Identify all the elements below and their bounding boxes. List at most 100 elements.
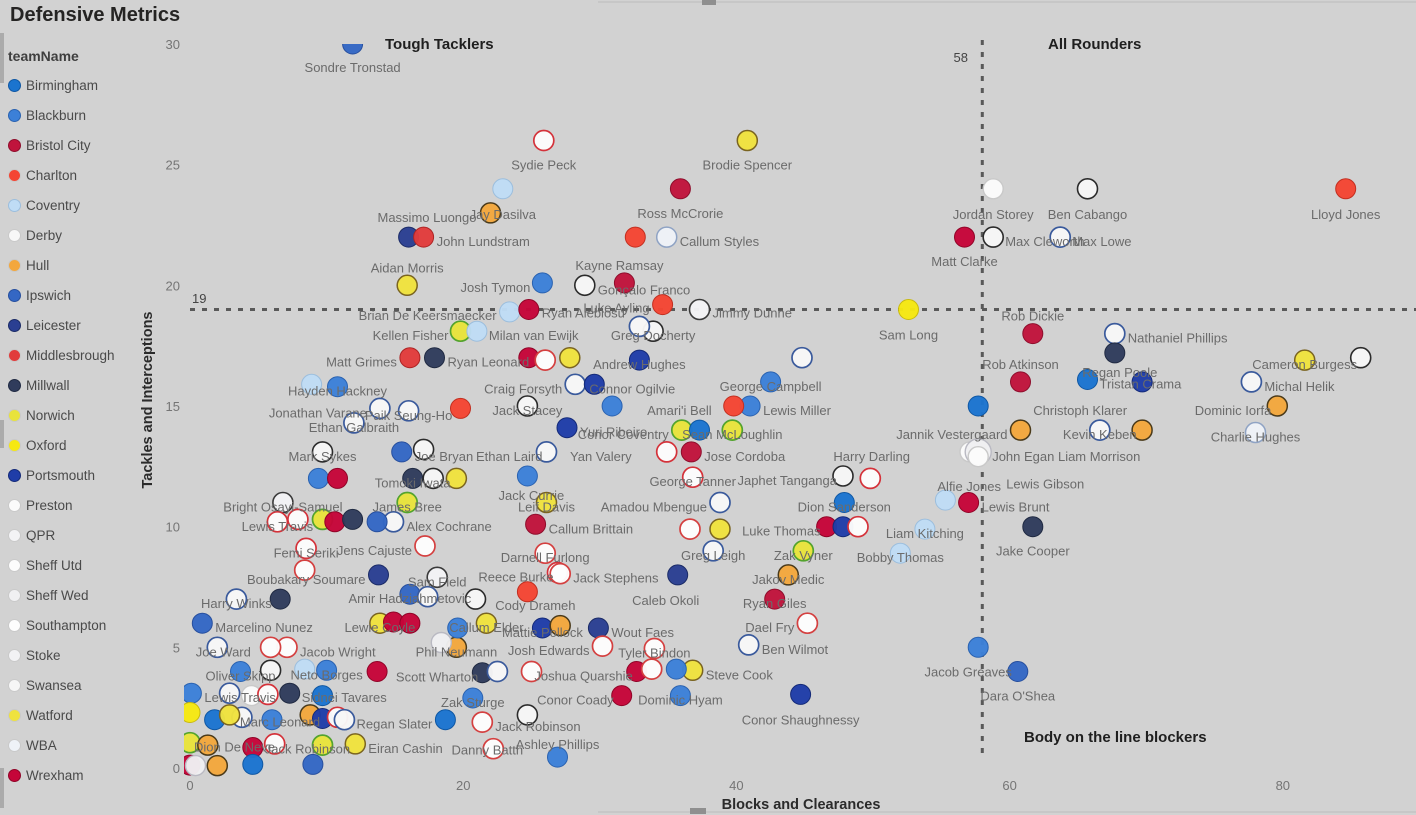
- scatter-point[interactable]: [301, 373, 323, 395]
- scatter-point[interactable]: [790, 683, 812, 705]
- legend-item-sto[interactable]: Stoke: [8, 640, 168, 670]
- bottom-scrollbar-handle[interactable]: [690, 808, 706, 814]
- scatter-point[interactable]: [628, 349, 650, 371]
- scatter-point[interactable]: [611, 685, 633, 707]
- legend-item-wba[interactable]: WBA: [8, 730, 168, 760]
- legend-item-wat[interactable]: Watford: [8, 700, 168, 730]
- scatter-point[interactable]: [218, 704, 241, 726]
- scatter-point[interactable]: [764, 588, 786, 610]
- scatter-point[interactable]: [1335, 178, 1357, 200]
- scatter-point[interactable]: [914, 518, 936, 540]
- scatter-point[interactable]: [263, 733, 286, 755]
- scatter-point[interactable]: [287, 508, 309, 531]
- scatter-point[interactable]: [760, 371, 782, 393]
- legend-item-hul[interactable]: Hull: [8, 250, 168, 280]
- scatter-point[interactable]: [518, 299, 540, 320]
- scatter-point[interactable]: [628, 315, 651, 338]
- legend-item-shu[interactable]: Sheff Utd: [8, 550, 168, 580]
- scatter-point[interactable]: [591, 635, 614, 657]
- legend-item-pre[interactable]: Preston: [8, 490, 168, 520]
- scatter-point[interactable]: [982, 226, 1005, 248]
- legend-item-oxf[interactable]: Oxford: [8, 430, 168, 460]
- scatter-point[interactable]: [1022, 516, 1044, 538]
- scatter-point[interactable]: [583, 373, 605, 395]
- scatter-point[interactable]: [669, 685, 691, 707]
- scatter-point[interactable]: [777, 564, 800, 586]
- scatter-point[interactable]: [721, 419, 744, 441]
- scatter-point[interactable]: [982, 178, 1004, 200]
- scatter-point[interactable]: [197, 734, 219, 756]
- scatter-point[interactable]: [396, 491, 419, 514]
- scatter-point[interactable]: [424, 347, 445, 369]
- scatter-point[interactable]: [1103, 322, 1126, 345]
- scatter-point[interactable]: [1049, 226, 1072, 248]
- scatter-point[interactable]: [293, 559, 316, 581]
- scatter-point[interactable]: [516, 581, 538, 603]
- scatter-point[interactable]: [669, 178, 691, 200]
- scatter-point[interactable]: [516, 465, 538, 487]
- scatter-point[interactable]: [369, 397, 391, 420]
- scatter-point[interactable]: [447, 617, 469, 639]
- scatter-point[interactable]: [564, 373, 587, 396]
- scatter-point[interactable]: [462, 687, 484, 709]
- scatter-point[interactable]: [531, 272, 553, 294]
- scatter-point[interactable]: [689, 419, 710, 441]
- scatter-point[interactable]: [279, 682, 301, 704]
- scatter-point[interactable]: [482, 737, 505, 760]
- scatter-point[interactable]: [624, 226, 646, 248]
- scatter-point[interactable]: [1088, 419, 1111, 441]
- legend-item-bri[interactable]: Bristol City: [8, 130, 168, 160]
- scatter-point[interactable]: [1009, 419, 1032, 441]
- scatter-point[interactable]: [1076, 178, 1099, 200]
- scatter-point[interactable]: [366, 661, 388, 682]
- scatter-point[interactable]: [416, 585, 439, 608]
- scatter-point[interactable]: [859, 467, 882, 490]
- scatter-point[interactable]: [1077, 369, 1098, 390]
- scatter-point[interactable]: [736, 129, 759, 152]
- scatter-point[interactable]: [327, 376, 348, 398]
- scatter-point[interactable]: [259, 636, 282, 659]
- scatter-point[interactable]: [1131, 371, 1153, 393]
- scatter-point[interactable]: [1349, 346, 1372, 369]
- scatter-point[interactable]: [702, 539, 725, 562]
- scatter-point[interactable]: [344, 733, 367, 755]
- scatter-point[interactable]: [556, 417, 578, 439]
- scatter-point[interactable]: [225, 588, 248, 610]
- scatter-point[interactable]: [655, 226, 678, 248]
- scatter-point[interactable]: [737, 634, 760, 656]
- scatter-point[interactable]: [833, 492, 855, 513]
- scatter-point[interactable]: [532, 129, 555, 152]
- scatter-point[interactable]: [464, 588, 487, 610]
- legend-scrollbar-mid[interactable]: [0, 420, 4, 448]
- scatter-point[interactable]: [307, 467, 329, 489]
- scatter-point[interactable]: [191, 612, 213, 634]
- scatter-point[interactable]: [259, 659, 282, 682]
- scatter-point[interactable]: [295, 537, 317, 560]
- legend-item-mid[interactable]: Middlesbrough: [8, 340, 168, 370]
- scatter-point[interactable]: [343, 412, 365, 434]
- scatter-point[interactable]: [499, 301, 521, 323]
- scatter-point[interactable]: [479, 202, 502, 224]
- scatter-point[interactable]: [368, 564, 389, 586]
- scatter-point[interactable]: [181, 682, 202, 704]
- scatter-point[interactable]: [316, 659, 338, 681]
- legend-item-bir[interactable]: Birmingham: [8, 70, 168, 100]
- scatter-point[interactable]: [486, 660, 509, 683]
- scatter-point[interactable]: [294, 658, 316, 680]
- scatter-point[interactable]: [1010, 371, 1031, 393]
- scatter-point[interactable]: [796, 612, 819, 635]
- scatter-point[interactable]: [516, 395, 539, 417]
- scatter-point[interactable]: [230, 661, 251, 682]
- legend-scrollbar-top[interactable]: [0, 33, 4, 83]
- scatter-point[interactable]: [665, 658, 687, 680]
- scatter-point[interactable]: [549, 614, 571, 637]
- scatter-point[interactable]: [688, 298, 711, 321]
- scatter-point[interactable]: [311, 734, 334, 756]
- scatter-point[interactable]: [709, 491, 731, 514]
- scatter-point[interactable]: [889, 542, 911, 564]
- scatter-point[interactable]: [534, 349, 557, 371]
- scatter-point[interactable]: [559, 346, 581, 369]
- scatter-point[interactable]: [414, 535, 436, 557]
- scatter-point[interactable]: [311, 441, 334, 463]
- scatter-point[interactable]: [471, 711, 494, 733]
